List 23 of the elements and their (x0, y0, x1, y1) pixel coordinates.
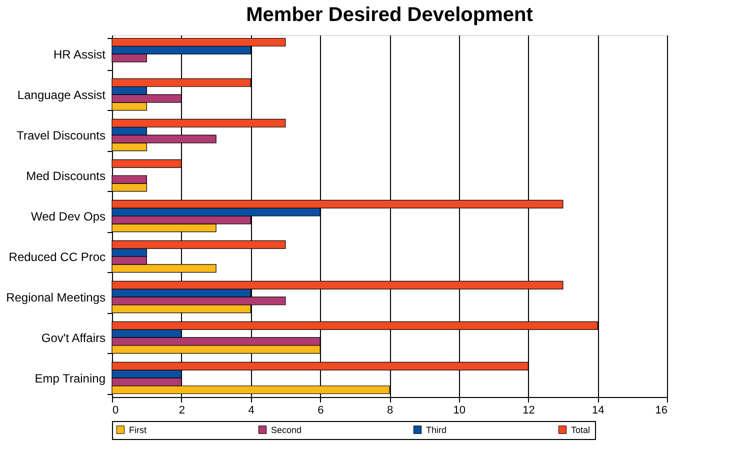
y-tick-label: HR Assist (53, 48, 106, 62)
y-tick-label: Travel Discounts (16, 128, 106, 143)
y-tick-label: Regional Meetings (6, 290, 106, 304)
x-tick-label: 4 (248, 404, 254, 416)
y-tick-label: Med Discounts (26, 169, 106, 184)
x-tick-label: 8 (386, 404, 394, 416)
y-tick-label: Gov't Affairs (41, 330, 106, 345)
legend-label: Third (426, 424, 447, 435)
legend-label: Total (571, 424, 590, 435)
x-tick-label: 0 (112, 404, 119, 416)
legend-label: Second (271, 424, 302, 435)
x-tick-label: 6 (318, 404, 324, 416)
x-tick-label: 16 (655, 404, 668, 416)
y-tick-label: Language Assist (17, 88, 106, 102)
x-tick-label: 2 (178, 404, 185, 416)
x-tick-label: 12 (522, 404, 535, 416)
y-tick-label: Wed Dev Ops (31, 210, 106, 224)
y-tick-label: Emp Training (34, 371, 106, 386)
legend-label: First (129, 424, 147, 435)
chart-title: Member Desired Development (246, 4, 534, 26)
x-tick-label: 14 (592, 404, 604, 416)
y-tick-label: Reduced CC Proc (8, 250, 106, 264)
x-tick-label: 10 (453, 404, 466, 416)
